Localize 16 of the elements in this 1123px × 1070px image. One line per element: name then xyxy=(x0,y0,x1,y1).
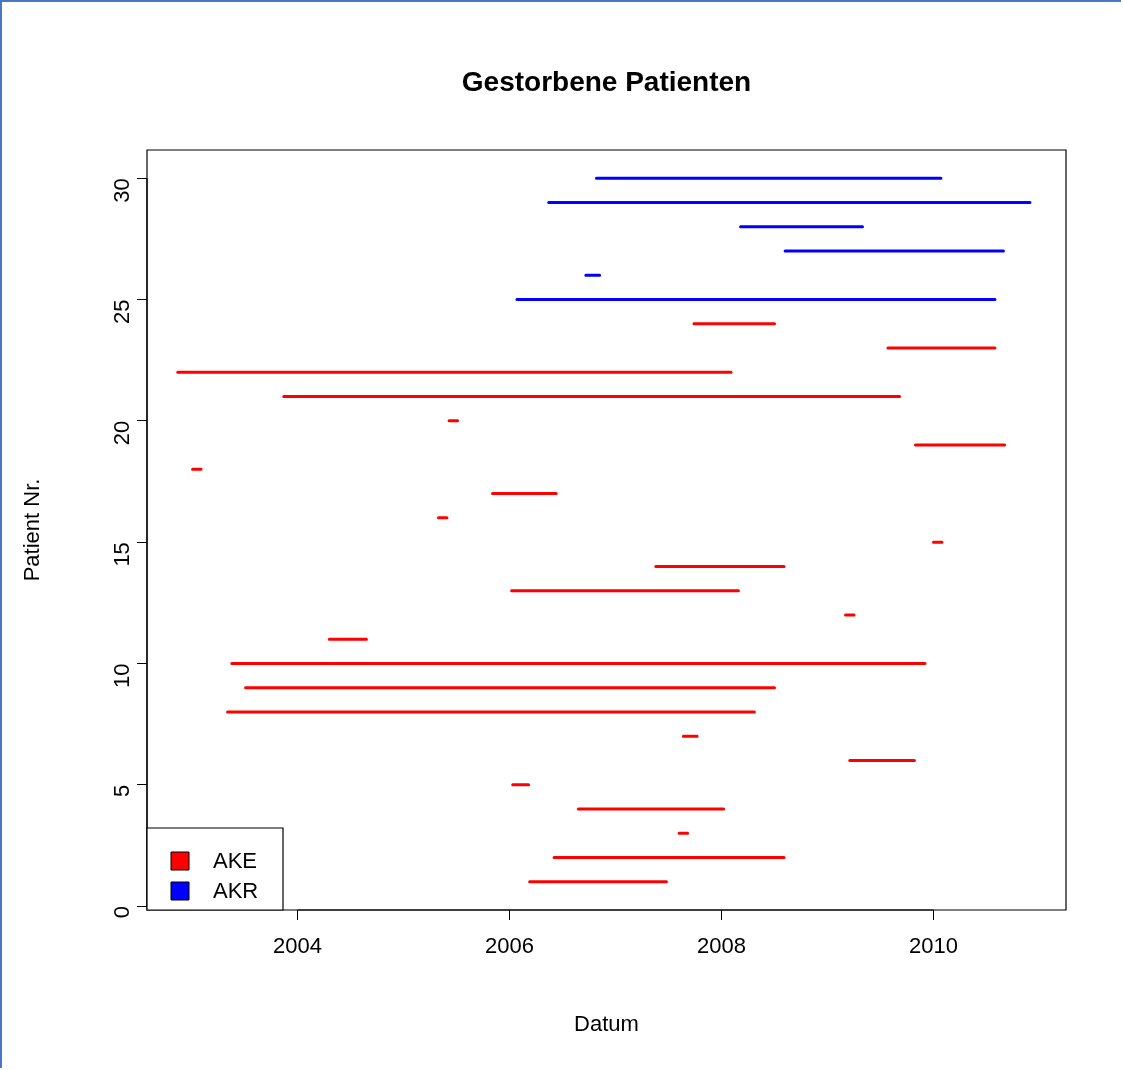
legend-label: AKE xyxy=(213,848,258,874)
x-tick-label: 2008 xyxy=(697,933,746,959)
y-axis-title: Patient Nr. xyxy=(19,478,45,582)
y-tick-label: 5 xyxy=(109,784,135,798)
y-tick-label: 30 xyxy=(109,178,135,203)
y-tick-label: 10 xyxy=(109,663,135,688)
x-axis-title: Datum xyxy=(574,1011,639,1037)
legend-label: AKR xyxy=(213,878,259,904)
x-tick-label: 2006 xyxy=(485,933,534,959)
y-tick-label: 0 xyxy=(109,906,135,919)
x-tick-label: 2010 xyxy=(909,933,958,959)
y-tick-label: 25 xyxy=(109,299,135,324)
chart-title: Gestorbene Patienten xyxy=(461,65,752,97)
y-tick-label: 20 xyxy=(109,420,135,446)
x-tick-label: 2004 xyxy=(273,933,322,959)
y-tick-label: 15 xyxy=(109,542,135,567)
